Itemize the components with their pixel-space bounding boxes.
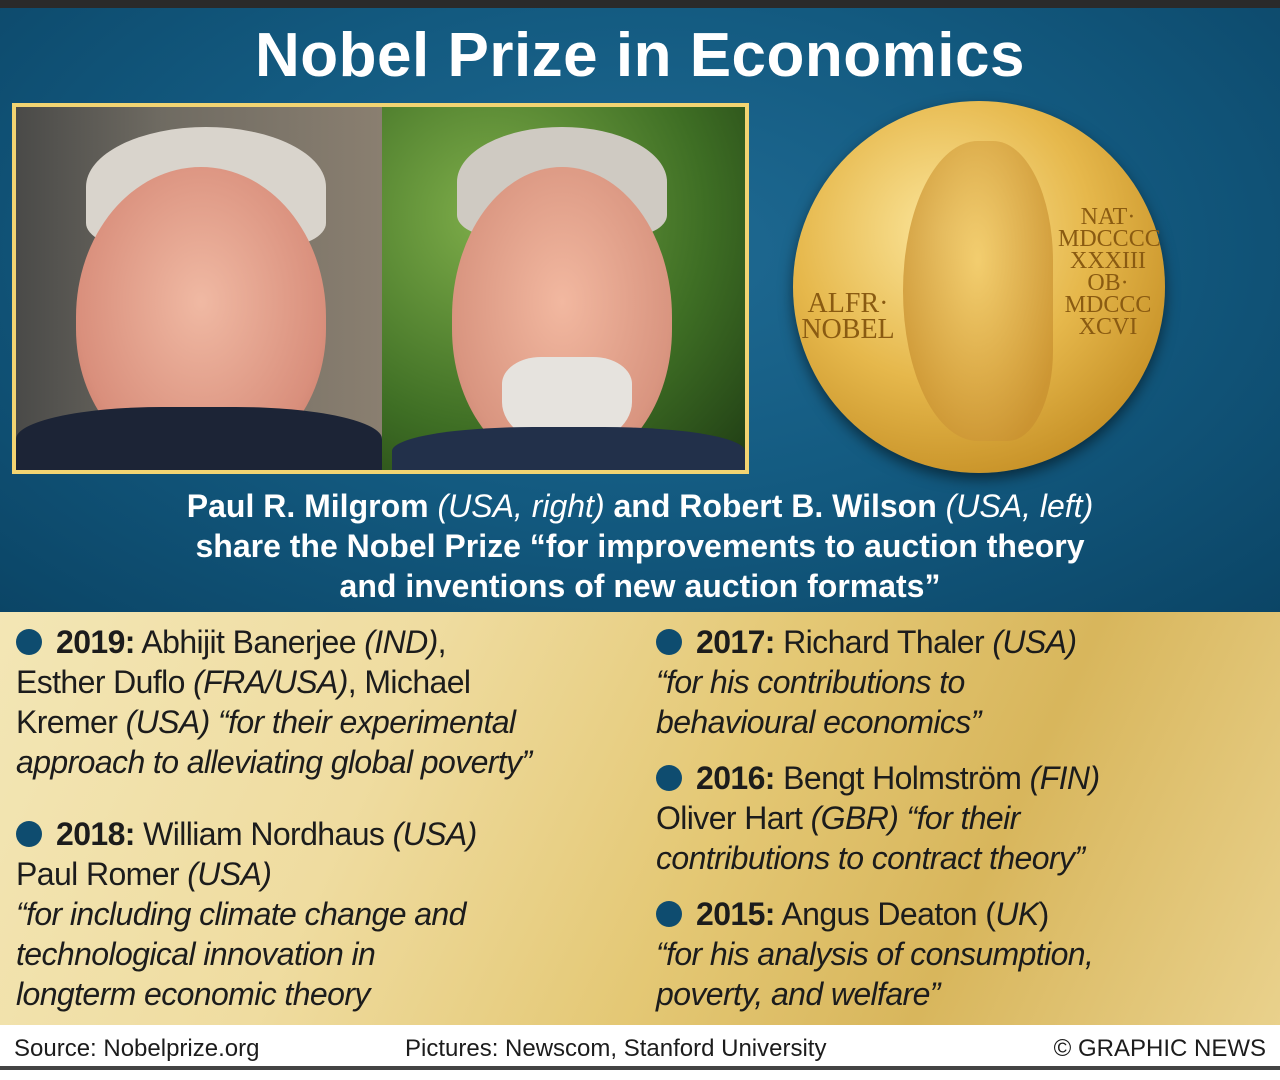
italic-text: “for his analysis of consumption, [656, 936, 1094, 972]
italic-text: (USA) [992, 624, 1077, 660]
suit [16, 407, 382, 470]
caption-line: share the Nobel Prize “for improvements … [0, 526, 1280, 566]
text: Paul Romer [16, 856, 188, 892]
laureates-photo [12, 103, 749, 474]
italic-text: “for including climate change and [16, 896, 466, 932]
entry-line: 2019: Abhijit Banerjee (IND), [16, 622, 532, 662]
text: Oliver Hart [656, 800, 811, 836]
laureates-column-left: 2019: Abhijit Banerjee (IND), Esther Dufl… [16, 622, 532, 1046]
bullet-icon [656, 765, 682, 791]
entry-line: Kremer (USA) “for their experimental [16, 702, 532, 742]
text: Richard Thaler [774, 624, 993, 660]
text: and Robert B. Wilson [604, 488, 946, 524]
text: Paul R. Milgrom [186, 488, 438, 524]
entry-line: “for including climate change and [16, 894, 532, 934]
nobel-medal-image: NAT· MDCCCC XXXIII OB· MDCCC XCVI ALFR· … [793, 101, 1165, 473]
italic-text: approach to alleviating global poverty” [16, 744, 532, 780]
entry-line: behavioural economics” [656, 702, 1100, 742]
page-title: Nobel Prize in Economics [255, 21, 1025, 90]
photo-paul-milgrom [382, 107, 745, 470]
italic-text: (GBR) “for their [810, 800, 1021, 836]
entry-line: approach to alleviating global poverty” [16, 742, 532, 782]
italic-text: technological innovation in [16, 936, 376, 972]
entry-line: Paul Romer (USA) [16, 854, 532, 894]
medal-inscription-left: ALFR· NOBEL [801, 288, 895, 345]
source-credit: Source: Nobelprize.org [14, 1035, 260, 1062]
laureate-entry-2016: 2016: Bengt Holmström (FIN) Oliver Hart (… [656, 758, 1100, 878]
italic-text: (USA) [187, 856, 272, 892]
laureate-entry-2019: 2019: Abhijit Banerjee (IND), Esther Dufl… [16, 622, 532, 782]
text: share the Nobel Prize “for improvements … [195, 528, 1085, 564]
italic-text: “for his contributions to [656, 664, 965, 700]
entry-line: longterm economic theory [16, 974, 532, 1014]
text: ) [1038, 896, 1050, 932]
bullet-icon [16, 821, 42, 847]
italic-text: (FIN) [1029, 760, 1100, 796]
entry-line: 2017: Richard Thaler (USA) [656, 622, 1100, 662]
laureate-entry-2017: 2017: Richard Thaler (USA) “for his contr… [656, 622, 1100, 742]
entry-line: 2018: William Nordhaus (USA) [16, 814, 532, 854]
text: Abhijit Banerjee [134, 624, 365, 660]
italic-text: behavioural economics” [656, 704, 981, 740]
text: , Michael [347, 664, 471, 700]
italic-text: (USA) “for their experimental [125, 704, 516, 740]
entry-line: poverty, and welfare” [656, 974, 1100, 1014]
text: Angus Deaton ( [774, 896, 996, 932]
medal-inscription-right: NAT· MDCCCC XXXIII OB· MDCCC XCVI [1058, 204, 1161, 340]
text: and inventions of new auction formats” [339, 568, 941, 604]
laureates-column-right: 2017: Richard Thaler (USA) “for his contr… [656, 622, 1100, 1030]
italic-text: (IND) [364, 624, 438, 660]
entry-line: contributions to contract theory” [656, 838, 1100, 878]
suit [392, 427, 745, 470]
previous-laureates-section: 2019: Abhijit Banerjee (IND), Esther Dufl… [0, 612, 1280, 1025]
italic-text: contributions to contract theory” [656, 840, 1085, 876]
laureate-entry-2018: 2018: William Nordhaus (USA) Paul Romer (… [16, 814, 532, 1014]
entry-line: Oliver Hart (GBR) “for their [656, 798, 1100, 838]
medal-profile [903, 141, 1053, 441]
entry-line: “for his contributions to [656, 662, 1100, 702]
header-section: Nobel Prize in Economics NAT· MDCCCC XXX… [0, 8, 1280, 612]
italic-text: longterm economic theory [16, 976, 370, 1012]
text: Kremer [16, 704, 126, 740]
text: Bengt Holmström [774, 760, 1030, 796]
pictures-credit: Pictures: Newscom, Stanford University [405, 1035, 827, 1062]
caption-line: Paul R. Milgrom (USA, right) and Robert … [0, 486, 1280, 526]
entry-line: 2015: Angus Deaton (UK) [656, 894, 1100, 934]
entry-line: 2016: Bengt Holmström (FIN) [656, 758, 1100, 798]
entry-line: “for his analysis of consumption, [656, 934, 1100, 974]
copyright: © GRAPHIC NEWS [1053, 1035, 1266, 1062]
prize-caption: Paul R. Milgrom (USA, right) and Robert … [0, 486, 1280, 606]
bullet-icon [656, 901, 682, 927]
italic-text: (FRA/USA) [193, 664, 348, 700]
footer: Source: Nobelprize.org Pictures: Newscom… [0, 1025, 1280, 1070]
entry-year: 2018: [56, 816, 135, 852]
entry-line: technological innovation in [16, 934, 532, 974]
top-bar [0, 0, 1280, 8]
entry-year: 2017: [696, 624, 775, 660]
text: Esther Duflo [16, 664, 194, 700]
italic-text: UK [995, 896, 1039, 932]
entry-year: 2016: [696, 760, 775, 796]
bullet-icon [16, 629, 42, 655]
text: William Nordhaus [134, 816, 393, 852]
text: , [437, 624, 447, 660]
italic-text: (USA, right) [437, 488, 605, 524]
entry-year: 2019: [56, 624, 135, 660]
caption-line: and inventions of new auction formats” [0, 566, 1280, 606]
italic-text: (USA) [392, 816, 478, 852]
italic-text: poverty, and welfare” [656, 976, 940, 1012]
photo-robert-wilson [16, 107, 382, 470]
laureate-entry-2015: 2015: Angus Deaton (UK) “for his analysis… [656, 894, 1100, 1014]
entry-line: Esther Duflo (FRA/USA), Michael [16, 662, 532, 702]
bullet-icon [656, 629, 682, 655]
italic-text: (USA, left) [945, 488, 1094, 524]
entry-year: 2015: [696, 896, 775, 932]
